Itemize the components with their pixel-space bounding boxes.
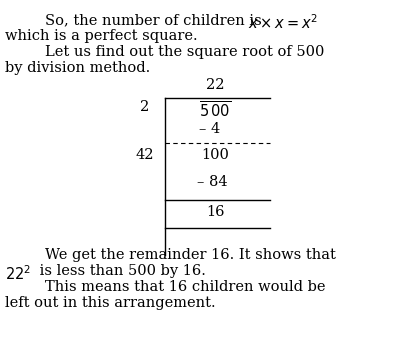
Text: 2: 2 — [140, 100, 150, 114]
Text: $x \times x = x^2$: $x \times x = x^2$ — [248, 13, 318, 32]
Text: which is a perfect square.: which is a perfect square. — [5, 29, 198, 43]
Text: – 84: – 84 — [197, 175, 227, 189]
Text: Let us find out the square root of 500: Let us find out the square root of 500 — [45, 45, 324, 59]
Text: 22: 22 — [206, 78, 224, 92]
Text: We get the remainder 16. It shows that: We get the remainder 16. It shows that — [45, 248, 336, 262]
Text: by division method.: by division method. — [5, 61, 150, 75]
Text: 16: 16 — [206, 205, 224, 219]
Text: 100: 100 — [201, 148, 229, 162]
Text: $\overline{5}\,\overline{00}$: $\overline{5}\,\overline{00}$ — [199, 100, 231, 120]
Text: is less than 500 by 16.: is less than 500 by 16. — [35, 264, 206, 278]
Text: 42: 42 — [136, 148, 154, 162]
Text: $22^2$: $22^2$ — [5, 264, 31, 283]
Text: This means that 16 children would be: This means that 16 children would be — [45, 280, 325, 294]
Text: – 4: – 4 — [199, 122, 221, 136]
Text: So, the number of children is: So, the number of children is — [45, 13, 266, 27]
Text: left out in this arrangement.: left out in this arrangement. — [5, 296, 216, 310]
